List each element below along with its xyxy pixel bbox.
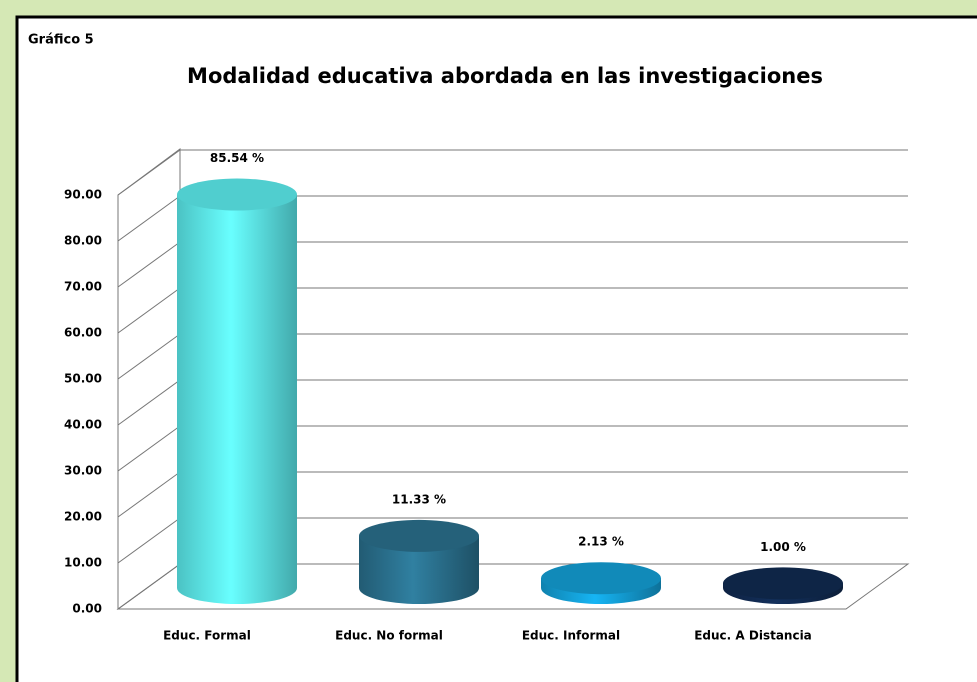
grid-line — [117, 241, 181, 288]
grid-line — [117, 425, 181, 472]
y-tick-label: 60.00 — [64, 326, 102, 340]
x-tick-label: Educ. Formal — [163, 629, 251, 643]
grid-line — [117, 287, 181, 334]
y-tick-label: 30.00 — [64, 464, 102, 478]
value-label: 2.13 % — [578, 535, 624, 549]
bar-top — [541, 562, 661, 595]
x-tick-label: Educ. No formal — [335, 629, 443, 643]
grid-line — [117, 379, 181, 426]
grid-line — [117, 563, 181, 610]
grid-line — [117, 517, 181, 564]
y-tick-label: 40.00 — [64, 418, 102, 432]
chart-title: Modalidad educativa abordada en las inve… — [187, 64, 823, 88]
grid-line — [117, 471, 181, 518]
y-tick-label: 90.00 — [64, 188, 102, 202]
grid-line — [117, 333, 181, 380]
grid-line — [117, 149, 181, 196]
bar — [359, 535, 479, 604]
y-tick-label: 10.00 — [64, 556, 102, 570]
y-tick-label: 0.00 — [72, 602, 102, 616]
y-tick-label: 70.00 — [64, 280, 102, 294]
y-tick-label: 80.00 — [64, 234, 102, 248]
bar-top — [359, 519, 479, 552]
x-tick-label: Educ. Informal — [522, 629, 620, 643]
bar-top — [723, 567, 843, 600]
x-tick-label: Educ. A Distancia — [694, 629, 812, 643]
bar — [177, 194, 297, 605]
grid-line — [117, 195, 181, 242]
value-label: 11.33 % — [392, 492, 446, 506]
value-label: 85.54 % — [210, 151, 264, 165]
figure-label: Gráfico 5 — [28, 33, 94, 48]
y-tick-label: 20.00 — [64, 510, 102, 524]
bar-top — [177, 178, 297, 211]
y-tick-label: 50.00 — [64, 372, 102, 386]
value-label: 1.00 % — [760, 540, 806, 554]
